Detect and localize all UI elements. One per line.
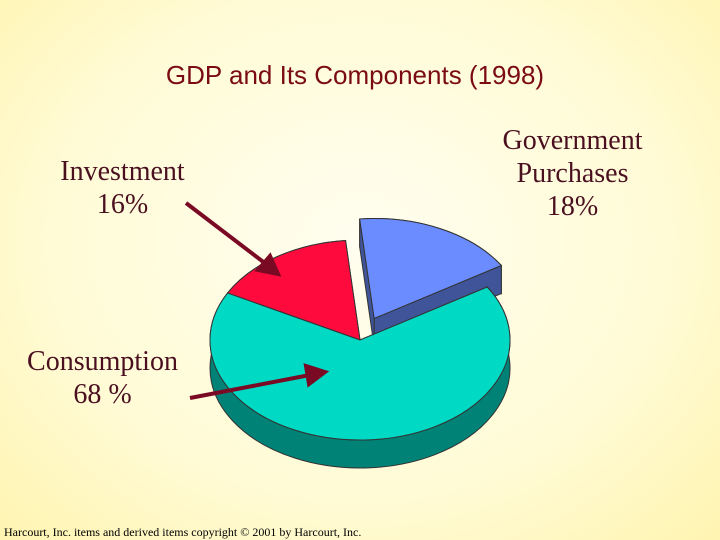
arrowhead [303, 363, 330, 388]
arrowhead [254, 252, 282, 277]
value-label: 68 % [73, 379, 132, 410]
arrow [184, 201, 268, 266]
category-label: Consumption [27, 346, 178, 377]
slice [209, 286, 511, 441]
chart-title: GDP and Its Components (1998) [165, 60, 545, 90]
value-label: 16% [96, 189, 149, 220]
arrows [184, 201, 330, 400]
category-label: Government Purchases [502, 125, 643, 189]
value-label: 18% [546, 191, 599, 222]
arrow [189, 373, 311, 400]
category-label: Investment [60, 156, 185, 187]
footer: Harcourt, Inc. items and derived items c… [4, 525, 362, 539]
slice [359, 218, 503, 320]
